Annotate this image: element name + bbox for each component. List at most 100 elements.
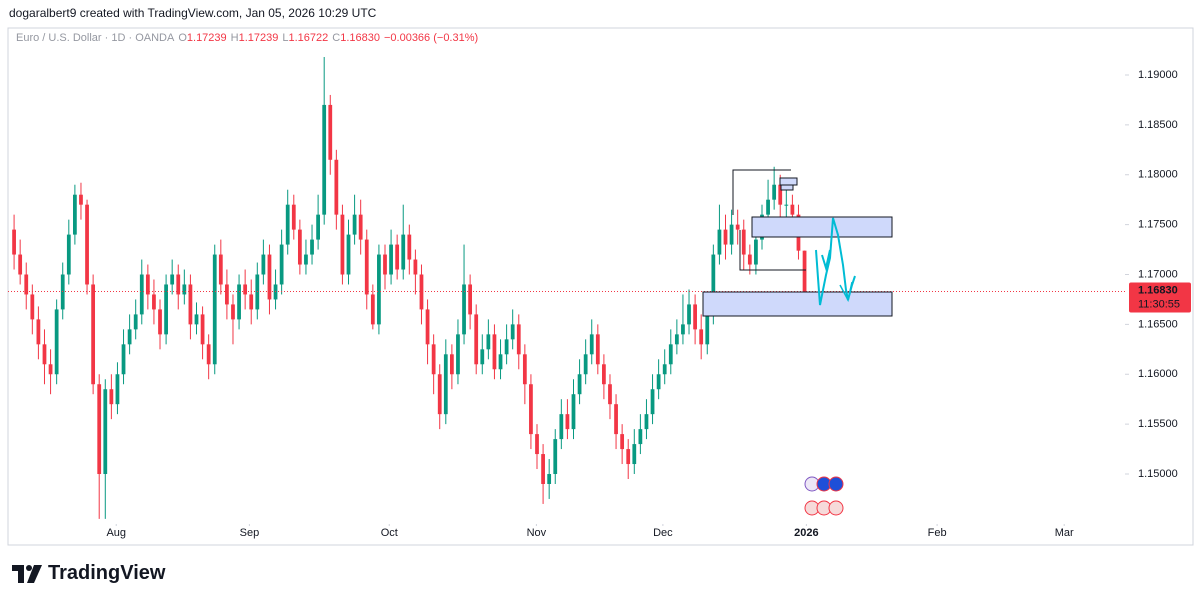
caption: dogaralbert9 created with TradingView.co… bbox=[9, 6, 377, 20]
candle-body bbox=[66, 234, 71, 275]
countdown-label: 11:30:55 bbox=[1138, 298, 1180, 310]
candle-body bbox=[407, 234, 412, 260]
demand-zone bbox=[702, 291, 893, 317]
candle-body bbox=[364, 239, 369, 295]
candle-body bbox=[687, 304, 691, 325]
candle-body bbox=[340, 214, 345, 275]
candle-body bbox=[304, 254, 308, 265]
event-icon[interactable] bbox=[828, 500, 844, 516]
candle-body bbox=[261, 254, 266, 275]
candle-body bbox=[279, 244, 284, 285]
candle-body bbox=[413, 259, 418, 275]
candle-body bbox=[462, 284, 466, 335]
candle-body bbox=[504, 339, 509, 355]
candle-body bbox=[656, 374, 661, 390]
candle-body bbox=[516, 324, 521, 355]
candle-body bbox=[133, 314, 138, 330]
candle-body bbox=[589, 334, 594, 355]
y-tick-label: 1.15000 bbox=[1138, 468, 1178, 480]
legend-value: 1.16722 bbox=[288, 32, 329, 44]
candle-body bbox=[595, 334, 600, 365]
legend: Euro / U.S. Dollar · 1D · OANDA O1.17239… bbox=[16, 32, 478, 44]
event-icon[interactable] bbox=[828, 476, 844, 492]
x-tick-label: Oct bbox=[381, 527, 398, 539]
legend-item: C1.16830 bbox=[332, 32, 380, 44]
candle-body bbox=[790, 204, 795, 215]
candle-body bbox=[577, 374, 582, 395]
candle-body bbox=[662, 364, 667, 375]
small-zone bbox=[780, 184, 794, 191]
legend-key: O bbox=[178, 32, 187, 44]
candle-body bbox=[705, 314, 710, 345]
candle-body bbox=[541, 454, 545, 484]
candle-body bbox=[103, 389, 108, 475]
candle-body bbox=[358, 214, 363, 240]
candle-body bbox=[766, 199, 770, 215]
candle-body bbox=[115, 374, 120, 405]
candle-body bbox=[36, 319, 41, 345]
candle-body bbox=[97, 384, 102, 475]
candle-body bbox=[723, 229, 728, 245]
candle-body bbox=[547, 474, 552, 484]
candle-body bbox=[699, 329, 704, 345]
candle-body bbox=[109, 389, 114, 405]
candle-body bbox=[346, 234, 351, 275]
candle-body bbox=[754, 239, 758, 265]
candle-body bbox=[419, 274, 424, 310]
candle-body bbox=[583, 354, 588, 375]
candle-body bbox=[24, 274, 29, 295]
drawings bbox=[702, 169, 893, 317]
candle-body bbox=[127, 329, 132, 345]
candle-body bbox=[30, 294, 35, 320]
candle-body bbox=[747, 254, 752, 265]
legend-change: −0.00366 (−0.31%) bbox=[383, 32, 479, 44]
y-tick-label: 1.18500 bbox=[1138, 119, 1178, 131]
candle-body bbox=[200, 314, 205, 345]
candle-body bbox=[170, 274, 175, 285]
legend-key: C bbox=[332, 32, 341, 44]
candle-body bbox=[139, 274, 144, 315]
brand-name: TradingView bbox=[48, 562, 166, 584]
candle-body bbox=[152, 294, 156, 310]
candle-body bbox=[480, 349, 485, 365]
candle-body bbox=[437, 374, 442, 415]
candle-body bbox=[334, 159, 339, 215]
candle-body bbox=[352, 214, 357, 235]
candle-body bbox=[632, 444, 637, 465]
candle-body bbox=[668, 344, 673, 365]
supply-zone bbox=[751, 216, 893, 238]
candle-body bbox=[735, 224, 740, 230]
projection-path bbox=[821, 249, 831, 272]
candle-body bbox=[443, 354, 448, 415]
candle-body bbox=[602, 364, 606, 385]
candle-body bbox=[778, 184, 783, 205]
legend-item: L1.16722 bbox=[282, 32, 328, 44]
candle-body bbox=[717, 229, 722, 255]
symbol-title: Euro / U.S. Dollar · 1D · OANDA bbox=[16, 32, 175, 44]
candle-body bbox=[498, 354, 503, 370]
candle-body bbox=[468, 284, 473, 315]
candle-body bbox=[267, 254, 272, 300]
candle-body bbox=[784, 204, 789, 206]
y-tick-label: 1.18000 bbox=[1138, 169, 1178, 181]
legend-value: 1.17239 bbox=[186, 32, 227, 44]
x-tick-label: 2026 bbox=[794, 527, 818, 539]
candle-body bbox=[553, 439, 558, 475]
candle-body bbox=[395, 244, 400, 270]
candle-body bbox=[571, 394, 576, 430]
last-price-label: 1.16830 bbox=[1138, 284, 1178, 296]
candle-body bbox=[620, 434, 625, 450]
candle-body bbox=[182, 284, 187, 295]
candle-body bbox=[310, 239, 314, 255]
candle-body bbox=[79, 194, 83, 205]
x-tick-label: Sep bbox=[240, 527, 260, 539]
projection-path bbox=[839, 281, 853, 303]
y-tick-label: 1.17500 bbox=[1138, 219, 1178, 231]
candle-body bbox=[510, 324, 515, 340]
last-price-box bbox=[1129, 282, 1191, 313]
candle-body bbox=[164, 284, 168, 335]
candle-body bbox=[12, 229, 16, 255]
candle-body bbox=[377, 254, 381, 325]
candle-body bbox=[225, 284, 229, 305]
candle-body bbox=[176, 274, 181, 295]
